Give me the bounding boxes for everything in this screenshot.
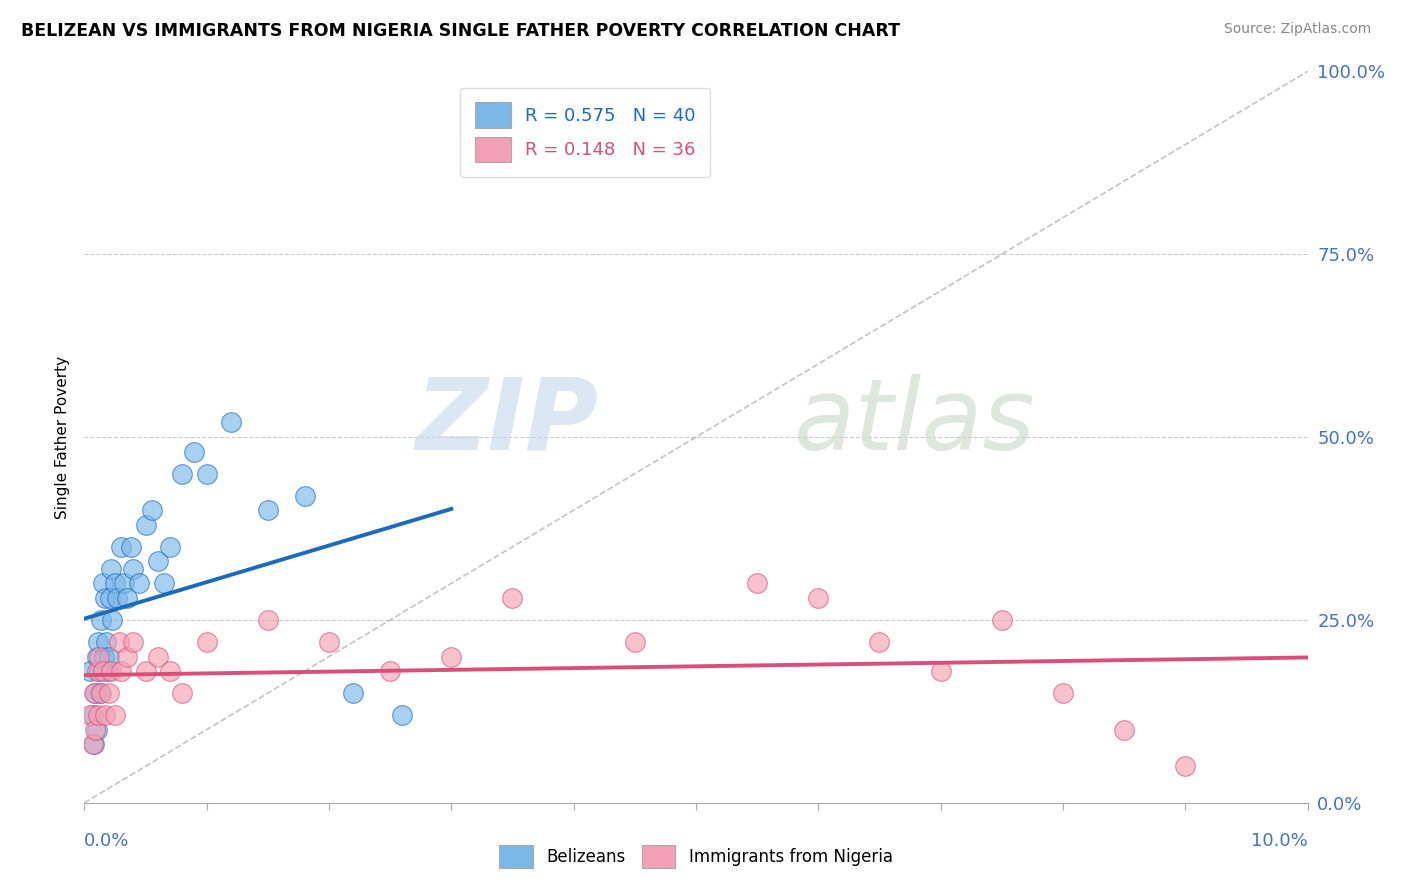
- Point: [87, 649, 110, 664]
- Point: [87, 708, 110, 723]
- Point: [747, 576, 769, 591]
- Point: [104, 708, 127, 723]
- Point: [89, 686, 111, 700]
- Point: [93, 649, 115, 664]
- Point: [869, 635, 891, 649]
- Point: [91, 576, 114, 591]
- Text: atlas: atlas: [794, 374, 1035, 471]
- Point: [128, 576, 150, 591]
- Point: [122, 635, 145, 649]
- Point: [86, 664, 108, 678]
- Point: [153, 576, 176, 591]
- Point: [86, 649, 108, 664]
- Point: [98, 591, 121, 605]
- Point: [91, 664, 114, 678]
- Point: [82, 708, 104, 723]
- Point: [82, 737, 104, 751]
- Point: [104, 576, 127, 591]
- Point: [105, 591, 128, 605]
- Point: [100, 664, 122, 678]
- Point: [257, 503, 280, 517]
- Point: [115, 591, 138, 605]
- Point: [294, 489, 316, 503]
- Point: [159, 664, 181, 678]
- Point: [146, 649, 169, 664]
- Point: [87, 664, 110, 678]
- Point: [96, 635, 118, 649]
- Point: [172, 467, 194, 481]
- Point: [380, 664, 402, 678]
- Point: [991, 613, 1014, 627]
- Point: [79, 708, 101, 723]
- Text: ZIP: ZIP: [415, 374, 598, 471]
- Point: [83, 737, 105, 751]
- Point: [929, 664, 952, 678]
- Point: [318, 635, 340, 649]
- Point: [101, 613, 124, 627]
- Point: [342, 686, 364, 700]
- Point: [1174, 759, 1197, 773]
- Point: [86, 723, 108, 737]
- Point: [172, 686, 194, 700]
- Point: [97, 664, 120, 678]
- Point: [624, 635, 647, 649]
- Point: [391, 708, 413, 723]
- Point: [115, 649, 138, 664]
- Point: [110, 664, 132, 678]
- Point: [100, 562, 122, 576]
- Point: [502, 591, 524, 605]
- Point: [1052, 686, 1074, 700]
- Point: [94, 708, 117, 723]
- Point: [219, 416, 242, 430]
- Point: [94, 591, 117, 605]
- Point: [135, 664, 157, 678]
- Point: [159, 540, 181, 554]
- Text: BELIZEAN VS IMMIGRANTS FROM NIGERIA SINGLE FATHER POVERTY CORRELATION CHART: BELIZEAN VS IMMIGRANTS FROM NIGERIA SING…: [21, 22, 900, 40]
- Point: [112, 576, 135, 591]
- Point: [122, 562, 145, 576]
- Point: [146, 554, 169, 568]
- Y-axis label: Single Father Poverty: Single Father Poverty: [55, 356, 70, 518]
- Point: [195, 635, 218, 649]
- Point: [135, 517, 157, 532]
- Point: [90, 686, 112, 700]
- Point: [79, 664, 101, 678]
- Point: [257, 613, 280, 627]
- Point: [807, 591, 830, 605]
- Text: 0.0%: 0.0%: [84, 832, 129, 850]
- Point: [141, 503, 163, 517]
- Point: [87, 635, 110, 649]
- Point: [97, 649, 120, 664]
- Point: [97, 686, 120, 700]
- Legend: Belizeans, Immigrants from Nigeria: Belizeans, Immigrants from Nigeria: [492, 838, 900, 875]
- Point: [440, 649, 463, 664]
- Point: [1114, 723, 1136, 737]
- Point: [90, 613, 112, 627]
- Point: [84, 686, 107, 700]
- Point: [195, 467, 218, 481]
- Point: [84, 723, 107, 737]
- Point: [183, 444, 205, 458]
- Point: [120, 540, 142, 554]
- Point: [107, 635, 129, 649]
- Point: [83, 686, 105, 700]
- Text: Source: ZipAtlas.com: Source: ZipAtlas.com: [1223, 22, 1371, 37]
- Point: [110, 540, 132, 554]
- Text: 10.0%: 10.0%: [1251, 832, 1308, 850]
